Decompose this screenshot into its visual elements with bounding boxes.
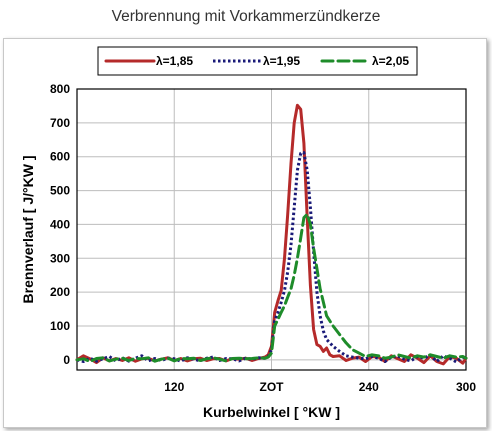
y-tick-label: 300 [50, 251, 70, 265]
legend-label-1: λ=1,85 [156, 54, 193, 68]
y-tick-label: 100 [50, 319, 70, 333]
legend-label-2: λ=1,95 [263, 54, 300, 68]
y-tick-label: 600 [50, 150, 70, 164]
x-tick-label: 120 [164, 380, 184, 394]
chart-title: Verbrennung mit Vorkammerzündkerze [111, 8, 381, 25]
plot-area-frame [76, 88, 467, 371]
y-tick-label: 700 [50, 116, 70, 130]
chart-panel: 0 100 200 300 400 500 600 700 800 120 ZOT 240 300 Kur… [3, 38, 487, 428]
x-tick-label: 300 [456, 380, 476, 394]
y-tick-label: 500 [50, 184, 70, 198]
x-axis-label: Kurbelwinkel [ °KW ] [203, 404, 340, 420]
x-tick-label: 240 [359, 380, 379, 394]
legend-label-3: λ=2,05 [372, 54, 409, 68]
series-line-3 [75, 212, 468, 363]
chart-svg: 0 100 200 300 400 500 600 700 800 120 ZOT 240 300 Kur… [20, 46, 476, 420]
y-tick-label: 200 [50, 285, 70, 299]
y-axis-label: Brennverlauf [ J/°KW ] [20, 156, 36, 304]
y-tick-label: 0 [63, 353, 70, 367]
y-tick-label: 800 [50, 82, 70, 96]
x-tick-label: ZOT [260, 380, 285, 394]
y-tick-label: 400 [50, 217, 70, 231]
